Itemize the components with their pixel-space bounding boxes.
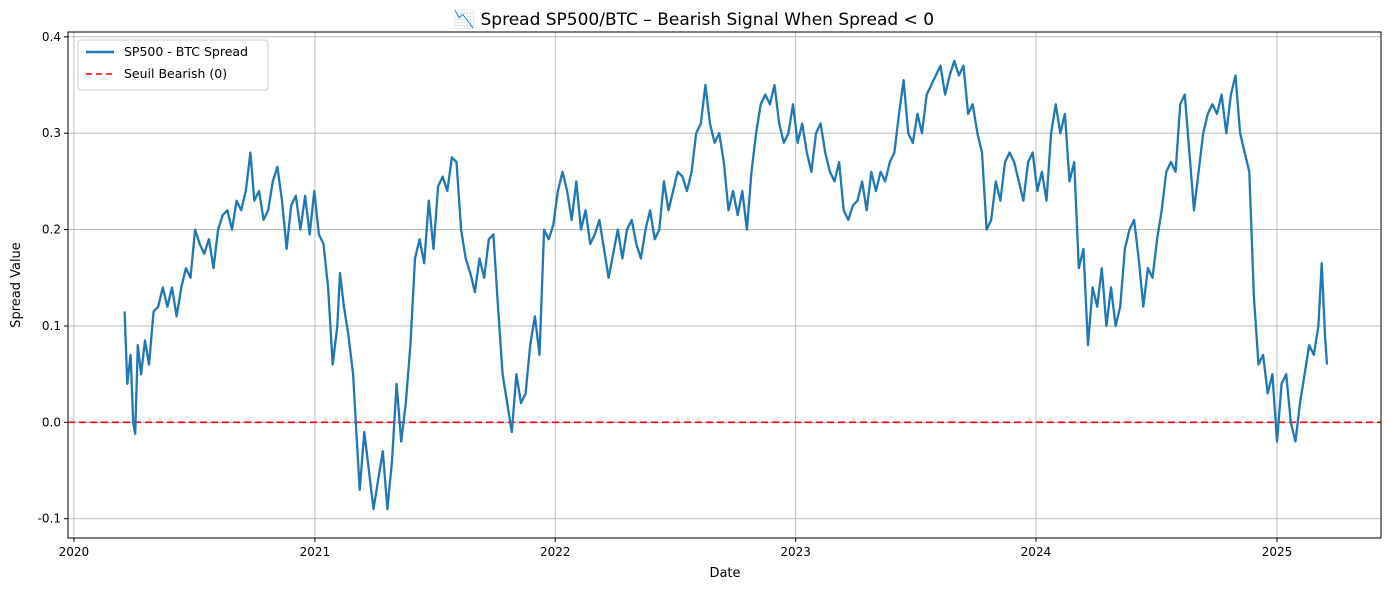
spread-line [123, 59, 1329, 511]
x-axis-ticks: 2020 2021 2022 2023 2024 2025 [59, 538, 1293, 559]
y-tick-label: 0.4 [42, 30, 61, 44]
legend-box [77, 39, 269, 91]
y-axis-label: Spread Value [9, 242, 24, 328]
spread-series [123, 59, 1329, 511]
x-tick-label: 2023 [780, 545, 811, 559]
y-tick-label: 0.1 [42, 319, 61, 333]
legend-label-threshold: Seuil Bearish (0) [124, 66, 227, 81]
y-tick-label: 0.2 [42, 223, 61, 237]
y-tick-label: 0.0 [42, 415, 61, 429]
x-tick-label: 2025 [1262, 545, 1293, 559]
x-tick-label: 2020 [59, 545, 90, 559]
x-tick-label: 2024 [1021, 545, 1052, 559]
x-axis-label: Date [709, 566, 740, 581]
plot-frame [67, 31, 1382, 539]
legend: SP500 - BTC Spread Seuil Bearish (0) [77, 39, 269, 91]
chart-title: 📉 Spread SP500/BTC – Bearish Signal When… [454, 9, 934, 30]
legend-label-spread: SP500 - BTC Spread [124, 44, 248, 59]
x-tick-label: 2022 [540, 545, 571, 559]
grid-lines [68, 32, 1381, 538]
y-tick-label: 0.3 [42, 126, 61, 140]
x-tick-label: 2021 [300, 545, 331, 559]
y-axis-ticks: -0.1 0.0 0.1 0.2 0.3 0.4 [38, 30, 68, 526]
y-tick-label: -0.1 [38, 512, 61, 526]
